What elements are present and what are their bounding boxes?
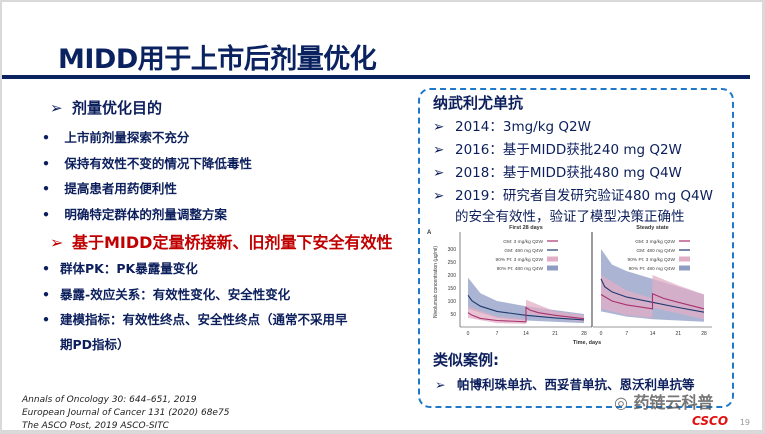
arrow-bullet-icon: ➢	[50, 233, 64, 252]
x-tick-label: 7	[496, 331, 499, 337]
reference: The ASCO Post, 2019 ASCO-SITC	[22, 421, 169, 431]
list-item-text: 暴露-效应关系：有效性变化、安全性变化	[60, 287, 291, 302]
y-tick-label: 250	[448, 260, 457, 266]
arrow-bullet-icon: ➢	[433, 119, 445, 135]
x-tick-label: 0	[467, 331, 470, 337]
x-tick-label: 28	[701, 331, 707, 337]
legend-swatch	[679, 256, 690, 262]
timeline-text: 2014：3mg/kg Q2W	[455, 119, 591, 135]
list-item-text: 上市前剂量探索不充分	[64, 130, 190, 145]
panel-title: Steady state	[636, 225, 668, 231]
list-item-text: 群体PK：PK暴露量变化	[60, 261, 198, 276]
y-tick-label: 100	[448, 299, 457, 305]
timeline-item-continuation: 的安全有效性，验证了模型决策正确性	[455, 209, 685, 225]
csco-logo: CSCO	[692, 414, 729, 428]
nivolumab-case-box	[418, 88, 734, 408]
arrow-bullet-icon: ➢	[50, 99, 63, 117]
list-item: • 上市前剂量探索不充分	[42, 130, 190, 145]
arrow-bullet-icon: ➢	[435, 377, 446, 392]
heading-midd-bridge: ➢ 基于MIDD定量桥接新、旧剂量下安全有效性	[50, 229, 392, 253]
x-tick-label: 28	[581, 331, 587, 337]
panel-label: A	[427, 230, 432, 236]
list-item-text: 明确特定群体的剂量调整方案	[64, 207, 227, 222]
case-title: 纳武利尤单抗	[433, 94, 524, 112]
timeline-text: 2019：研究者自发研究验证480 mg Q4W	[455, 188, 713, 204]
similar-cases-item: ➢ 帕博利珠单抗、西妥昔单抗、恩沃利单抗等	[435, 374, 695, 393]
list-item: • 群体PK：PK暴露量变化	[42, 261, 198, 276]
heading-text: 剂量优化目的	[72, 99, 163, 117]
watermark-text: 药链云科普	[633, 393, 714, 412]
line-gm-480mg-q4w	[600, 278, 705, 313]
list-item: • 保持有效性不变的情况下降低毒性	[42, 156, 252, 171]
watermark: ◎ 药链云科普	[614, 394, 714, 412]
x-tick-label: 7	[625, 331, 628, 337]
heading-purpose: ➢ 剂量优化目的	[50, 97, 162, 118]
timeline-text: 2018：基于MIDD获批480 mg Q4W	[455, 165, 682, 181]
similar-cases-title: 类似案例:	[433, 351, 499, 369]
list-item: • 建模指标：有效性终点、安全性终点（通常不采用早	[42, 312, 348, 327]
list-item: • 明确特定群体的剂量调整方案	[42, 207, 227, 222]
legend-label: 90% PI: 480 mg Q4W	[497, 266, 544, 272]
timeline-item: ➢ 2019：研究者自发研究验证480 mg Q4W	[433, 184, 713, 204]
reference: Annals of Oncology 30: 644–651, 2019	[22, 395, 197, 405]
heading-text: 基于MIDD定量桥接新、旧剂量下安全有效性	[72, 233, 393, 252]
legend-label: 90% PI: 3 mg/kg Q2W	[496, 257, 544, 263]
slide-title: MIDD用于上市后剂量优化	[58, 44, 377, 75]
list-item-text: 建模指标：有效性终点、安全性终点（通常不采用早	[60, 312, 348, 327]
legend-label: GM: 480 mg Q4W	[504, 248, 543, 254]
legend-label: GM: 3 mg/kg Q2W	[503, 239, 543, 245]
list-item-continuation: 期PD指标）	[60, 337, 130, 352]
references: Annals of Oncology 30: 644–651, 2019 Eur…	[22, 394, 229, 433]
arrow-bullet-icon: ➢	[433, 142, 445, 158]
x-tick-label: 0	[600, 331, 603, 337]
list-item: • 提高患者用药便利性	[42, 181, 177, 196]
timeline-item: ➢ 2014：3mg/kg Q2W	[433, 115, 591, 135]
reference: European Journal of Cancer 131 (2020) 68…	[22, 408, 230, 418]
x-tick-label: 14	[523, 331, 529, 337]
list-item-text: 提高患者用药便利性	[64, 181, 177, 196]
arrow-bullet-icon: ➢	[433, 165, 445, 181]
line-gm-3mgkg-q2w	[467, 306, 585, 323]
x-tick-label: 14	[650, 331, 656, 337]
legend-swatch	[679, 265, 690, 271]
legend-label: GM: 480 mg Q4W	[636, 248, 675, 254]
line-gm-480mg-q4w	[467, 294, 585, 321]
similar-cases-text: 帕博利珠单抗、西妥昔单抗、恩沃利单抗等	[457, 377, 695, 392]
legend-label: GM: 3 mg/kg Q2W	[635, 239, 675, 245]
x-tick-label: 21	[552, 331, 558, 337]
y-axis-label: Nivolumab concentration (µg/ml)	[433, 246, 439, 318]
y-tick-label: 150	[448, 286, 457, 292]
timeline-item: ➢ 2016：基于MIDD获批240 mg Q2W	[433, 138, 682, 158]
y-tick-label: 50	[450, 312, 456, 318]
legend-label: 90% PI: 480 mg Q4W	[629, 266, 676, 272]
timeline-text: 2016：基于MIDD获批240 mg Q2W	[455, 142, 682, 158]
page-number: 19	[739, 418, 750, 427]
line-gm-3mgkg-q2w	[600, 292, 705, 310]
legend-swatch	[547, 256, 558, 262]
y-tick-label: 200	[448, 273, 457, 279]
arrow-bullet-icon: ➢	[433, 188, 445, 204]
legend-swatch	[547, 265, 558, 271]
list-item-text: 保持有效性不变的情况下降低毒性	[64, 156, 252, 171]
panel-title: First 28 days	[509, 225, 543, 231]
concentration-chart: A Nivolumab concentration (µg/ml) 50 100 150…	[427, 225, 712, 346]
legend-label: 90% PI: 3 mg/kg Q2W	[628, 257, 676, 263]
x-axis-label: Time, days	[573, 340, 601, 346]
wechat-icon: ◎	[614, 393, 634, 412]
x-tick-label: 21	[675, 331, 681, 337]
title-divider	[2, 75, 750, 79]
timeline-item: ➢ 2018：基于MIDD获批480 mg Q4W	[433, 161, 682, 181]
list-item: • 暴露-效应关系：有效性变化、安全性变化	[42, 287, 291, 302]
y-tick-label: 300	[448, 247, 457, 253]
